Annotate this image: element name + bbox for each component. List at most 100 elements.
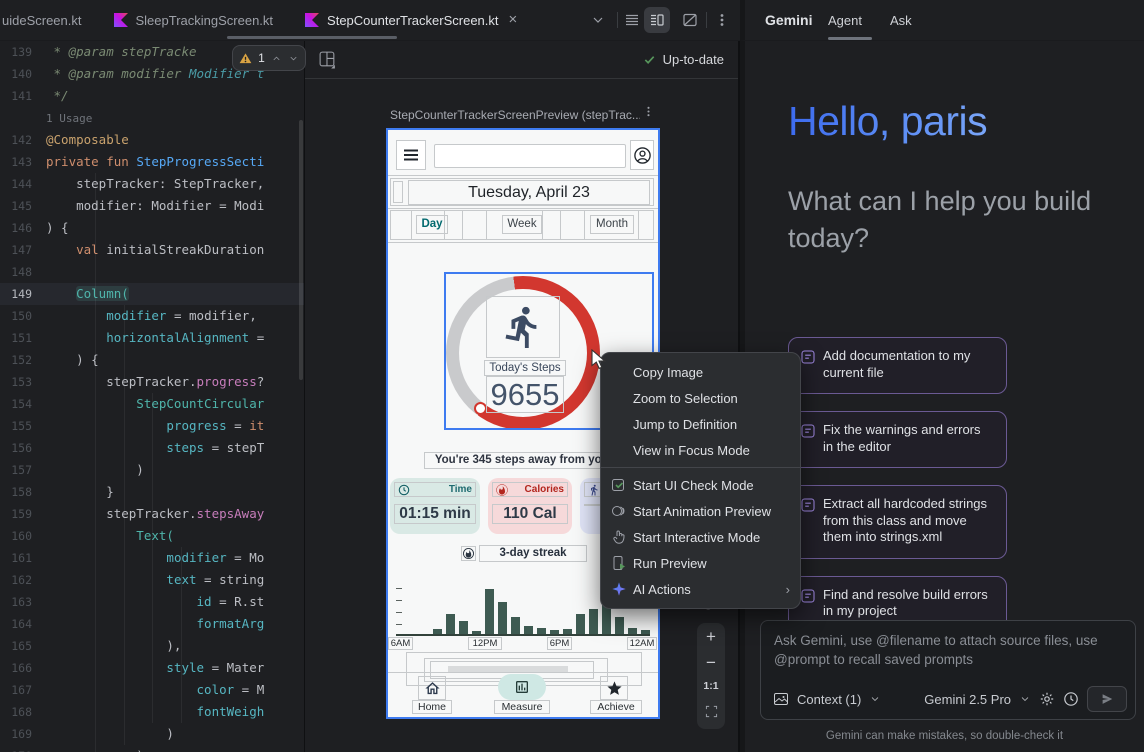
code-line[interactable]: 166 style = Mater (0, 657, 304, 679)
zoom-reset-button[interactable]: 1:1 (703, 680, 719, 693)
code-line[interactable]: 169 ) (0, 723, 304, 745)
tab-scrollbar[interactable] (227, 36, 397, 39)
code-line[interactable]: 142 @Composable (0, 129, 304, 151)
hidden-tabs-chevron-icon[interactable] (590, 12, 606, 28)
menu-item-start-ui-check-mode[interactable]: Start UI Check Mode (601, 472, 800, 498)
code-line[interactable]: 161 modifier = Mo (0, 547, 304, 569)
code-line[interactable]: 151 horizontalAlignment = (0, 327, 304, 349)
code-line[interactable]: 159 stepTracker.stepsAway (0, 503, 304, 525)
prompt-icon (801, 498, 815, 512)
code-line[interactable]: 144 stepTracker: StepTracker, (0, 173, 304, 195)
code-line[interactable]: 153 stepTracker.progress? (0, 371, 304, 393)
tab-agent[interactable]: Agent (828, 13, 862, 28)
layout-options-icon[interactable] (318, 50, 337, 74)
zoom-out-button[interactable]: − (706, 652, 716, 672)
chart-x-label: 12PM (468, 637, 502, 650)
code-line[interactable]: 160 Text( (0, 525, 304, 547)
zoom-in-button[interactable]: + (706, 627, 716, 647)
code-line[interactable]: 158 } (0, 481, 304, 503)
preview-kebab-icon[interactable] (642, 105, 655, 123)
editor-scrollbar[interactable] (299, 120, 303, 380)
menu-item-run-preview[interactable]: Run Preview (601, 550, 800, 576)
code-line[interactable]: 165 ), (0, 635, 304, 657)
menu-item-start-interactive-mode[interactable]: Start Interactive Mode (601, 524, 800, 550)
steps-away-text: You're 345 steps away from your (424, 452, 624, 469)
menu-item-view-in-focus-mode[interactable]: View in Focus Mode (601, 437, 800, 463)
code-line[interactable]: 147 val initialStreakDuration (0, 239, 304, 261)
line-number: 160 (11, 529, 32, 543)
nav-measure-pill (498, 674, 546, 700)
suggestion-label: Add documentation to my current file (823, 348, 971, 380)
design-view-icon[interactable] (682, 12, 698, 28)
chart-bar (446, 614, 455, 634)
close-tab-icon[interactable]: × (508, 11, 518, 28)
code-line[interactable]: 152 ) { (0, 349, 304, 371)
code-line[interactable]: 156 steps = stepT (0, 437, 304, 459)
code-line[interactable]: 150 modifier = modifier, (0, 305, 304, 327)
gemini-input[interactable]: Ask Gemini, use @filename to attach sour… (760, 620, 1136, 720)
runner-icon (505, 306, 537, 349)
code-line[interactable]: 143 private fun StepProgressSecti (0, 151, 304, 173)
line-number: 154 (11, 397, 32, 411)
more-options-icon[interactable] (714, 12, 730, 28)
code-line[interactable]: 168 fontWeigh (0, 701, 304, 723)
suggestion-label: Fix the warnings and errors in the edito… (823, 422, 981, 454)
split-view-icon[interactable] (649, 12, 665, 28)
editor-tab[interactable]: SleepTrackingScreen.kt (98, 0, 290, 40)
suggestion-card[interactable]: Extract all hardcoded strings from this … (788, 485, 1007, 559)
code-line[interactable]: 164 formatArg (0, 613, 304, 635)
code-line[interactable]: 148 (0, 261, 304, 283)
gear-icon[interactable] (1039, 691, 1055, 707)
chart-bar (628, 628, 637, 634)
hamburger-icon (404, 149, 418, 161)
code-line[interactable]: 167 color = M (0, 679, 304, 701)
line-number: 145 (11, 199, 32, 213)
code-line[interactable]: 145 modifier: Modifier = Modi (0, 195, 304, 217)
code-line[interactable]: 141 */ (0, 85, 304, 107)
menu-item-copy-image[interactable]: Copy Image (601, 359, 800, 385)
code-line[interactable]: 155 progress = it (0, 415, 304, 437)
menu-item-start-animation-preview[interactable]: Start Animation Preview (601, 498, 800, 524)
zoom-fit-icon[interactable] (705, 705, 718, 723)
prev-problem-icon[interactable] (271, 53, 282, 64)
attach-image-icon[interactable] (773, 691, 789, 707)
next-problem-icon[interactable] (288, 53, 299, 64)
code-text: style = Mater (166, 660, 265, 675)
model-selector[interactable]: Gemini 2.5 Pro (924, 691, 1011, 707)
suggestion-card[interactable]: Fix the warnings and errors in the edito… (788, 411, 1007, 468)
model-chevron-icon[interactable] (1019, 693, 1031, 705)
code-line[interactable]: 149 Column( (0, 283, 304, 305)
code-text: * @param stepTracke (46, 44, 197, 59)
code-line[interactable]: 157 ) (0, 459, 304, 481)
chart-bar (498, 602, 507, 634)
line-number: 164 (11, 617, 32, 631)
editor-tab[interactable]: StepCounterTrackerScreen.kt × (289, 0, 533, 40)
code-view-icon[interactable] (624, 12, 640, 28)
menu-item-ai-actions[interactable]: AI Actions › (601, 576, 800, 602)
suggestion-card[interactable]: Add documentation to my current file (788, 337, 1007, 394)
code-editor[interactable]: 139 * @param stepTracke 140 * @param modi… (0, 41, 305, 752)
menu-item-zoom-to-selection[interactable]: Zoom to Selection (601, 385, 800, 411)
code-line[interactable]: 162 text = string (0, 569, 304, 591)
history-icon[interactable] (1063, 691, 1079, 707)
code-line[interactable]: 146) { (0, 217, 304, 239)
menu-divider (601, 467, 800, 468)
code-line[interactable]: 154 StepCountCircular (0, 393, 304, 415)
menu-item-jump-to-definition[interactable]: Jump to Definition (601, 411, 800, 437)
inspection-widget[interactable]: 1 (232, 45, 306, 71)
code-line[interactable]: 163 id = R.st (0, 591, 304, 613)
code-line[interactable]: 170 ) (0, 745, 304, 752)
context-chip[interactable]: Context (1) (797, 691, 862, 707)
line-number (0, 107, 46, 129)
code-line[interactable]: 139 * @param stepTracke (0, 41, 304, 63)
editor-tab[interactable]: uideScreen.kt (0, 0, 98, 40)
tab-ask[interactable]: Ask (890, 13, 912, 28)
code-line[interactable]: 140 * @param modifier Modifier t (0, 63, 304, 85)
flame-icon (496, 483, 508, 496)
send-button[interactable] (1087, 686, 1127, 712)
menu-item-label: Start Interactive Mode (633, 529, 761, 545)
code-text: modifier = modifier, (106, 308, 257, 323)
context-chevron-icon[interactable] (869, 693, 881, 705)
line-number: 167 (11, 683, 32, 697)
code-line[interactable]: 1 Usage (0, 107, 304, 129)
